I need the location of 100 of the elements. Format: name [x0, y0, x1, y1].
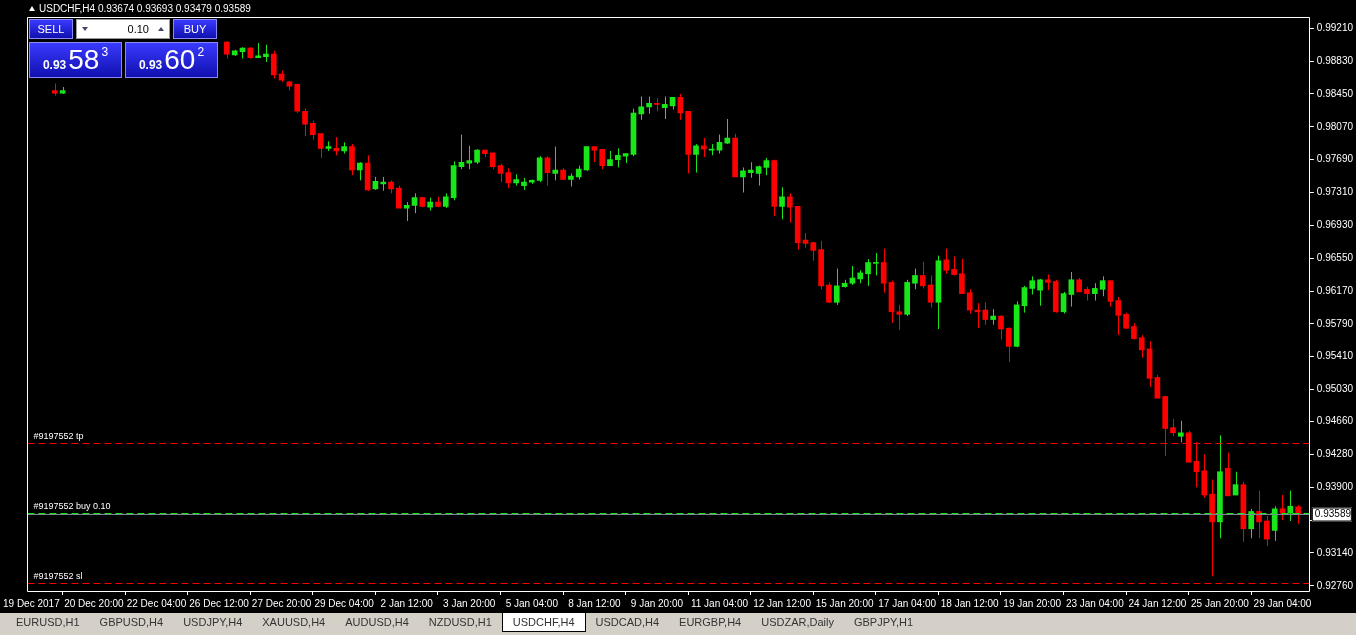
- candlestick: [865, 258, 871, 287]
- candlestick: [1256, 490, 1262, 539]
- x-tick-label: 18 Jan 12:00: [940, 597, 1000, 609]
- text: EURGBP,H4: [678, 615, 743, 630]
- x-tick-label: 19 Jan 20:00: [1003, 597, 1062, 609]
- candlestick: [333, 136, 340, 156]
- candlestick: [912, 268, 918, 290]
- candlestick: [1099, 275, 1106, 297]
- annotation: BUY: [173, 19, 217, 39]
- candlestick: [661, 96, 668, 120]
- candlestick: [466, 145, 473, 170]
- candlestick: [1068, 271, 1075, 308]
- candlestick: [1178, 420, 1184, 443]
- y-tick-label: 0.93140: [1316, 546, 1354, 558]
- x-tick-label: 27 Dec 20:00: [251, 597, 312, 609]
- ref-line-label: #9197552 buy 0.10: [33, 501, 111, 512]
- x-tick-label: 2 Jan 12:00: [380, 597, 434, 609]
- candlestick: [317, 133, 324, 159]
- annotation: 2: [197, 45, 205, 59]
- candlestick: [966, 288, 973, 315]
- ref-line-label: #9197552 sl: [33, 571, 83, 582]
- annotation: 60: [164, 44, 196, 75]
- candlestick: [638, 96, 645, 121]
- text: AUDUSD,H4: [344, 615, 410, 630]
- candlestick: [552, 146, 559, 181]
- text: XAUUSD,H4: [261, 615, 327, 630]
- x-tick-label: 17 Jan 04:00: [878, 597, 937, 609]
- text: USDJPY,H4: [182, 615, 244, 630]
- candlestick: [1060, 291, 1067, 315]
- candlestick: [403, 201, 410, 222]
- annotation: 0.10: [126, 23, 150, 35]
- x-tick-label: 25 Jan 20:00: [1191, 597, 1250, 609]
- candlestick: [1021, 285, 1028, 314]
- candlestick: [1107, 280, 1114, 308]
- x-tick-label: 24 Jan 12:00: [1128, 597, 1187, 609]
- candlestick: [880, 248, 887, 294]
- y-tick-label: 0.98830: [1316, 54, 1354, 66]
- y-tick-label: 0.94660: [1316, 415, 1354, 427]
- candlestick: [356, 161, 363, 181]
- annotation: 3: [101, 45, 109, 59]
- candlestick: [599, 148, 606, 170]
- x-tick-label: 12 Jan 12:00: [753, 597, 812, 609]
- candlestick: [959, 258, 965, 295]
- candlestick: [701, 137, 707, 158]
- ref-line-label: #9197552 tp: [33, 431, 84, 442]
- y-tick-label: 0.95030: [1316, 383, 1354, 395]
- y-tick-label: 0.96170: [1316, 284, 1354, 296]
- x-tick-label: 23 Jan 04:00: [1065, 597, 1125, 609]
- text: NZDUSD,H1: [427, 615, 493, 630]
- y-tick-label: 0.97690: [1316, 153, 1354, 165]
- candlestick: [693, 143, 699, 174]
- x-tick-label: 20 Dec 20:00: [64, 597, 125, 609]
- candlestick: [270, 50, 277, 79]
- text: GBPJPY,H1: [852, 615, 915, 630]
- candlestick: [873, 252, 879, 276]
- y-tick-label: 0.92760: [1316, 579, 1354, 591]
- x-tick-label: 3 Jan 20:00: [443, 597, 496, 609]
- candlestick: [943, 248, 950, 275]
- candlestick: [787, 192, 793, 224]
- candlestick: [302, 108, 308, 137]
- candlestick: [1029, 275, 1036, 295]
- candlestick: [849, 265, 856, 286]
- x-tick-label: 9 Jan 20:00: [630, 597, 684, 609]
- annotation: 0.93: [138, 58, 163, 72]
- candlestick: [497, 163, 504, 183]
- candlestick: [1005, 326, 1012, 363]
- candlestick: [998, 314, 1004, 340]
- annotation: 0.93: [42, 58, 67, 72]
- x-tick-label: 29 Jan 04:00: [1253, 597, 1312, 609]
- x-tick-label: 29 Dec 04:00: [314, 597, 375, 609]
- x-tick-label: 26 Dec 12:00: [189, 597, 250, 609]
- candlestick: [411, 192, 418, 214]
- y-tick-label: 0.95790: [1316, 317, 1354, 329]
- y-tick-label: 0.95410: [1316, 350, 1354, 362]
- annotation: 58: [68, 44, 100, 75]
- candlestick: [614, 147, 621, 168]
- candlestick: [1037, 278, 1043, 307]
- x-tick-label: 19 Dec 2017: [3, 597, 61, 609]
- candlestick: [740, 166, 746, 193]
- x-tick-label: 8 Jan 12:00: [568, 597, 621, 609]
- chart-title: USDCHF,H4 0.93674 0.93693 0.93479 0.93589: [39, 3, 251, 14]
- candlestick: [724, 118, 731, 145]
- text: GBPUSD,H4: [98, 615, 165, 630]
- y-tick-label: 0.99210: [1316, 21, 1354, 33]
- y-tick-label: 0.98450: [1316, 87, 1354, 99]
- y-tick-label: 0.97310: [1316, 186, 1354, 198]
- x-tick-label: 5 Jan 04:00: [505, 597, 559, 609]
- x-tick-label: 11 Jan 04:00: [690, 597, 749, 609]
- candlestick: [1264, 515, 1270, 547]
- y-tick-label: 0.94280: [1316, 448, 1354, 460]
- candlestick: [896, 304, 903, 331]
- text: EURUSD,H1: [15, 615, 81, 630]
- candlestick: [349, 143, 355, 176]
- annotation: SELL: [29, 19, 73, 39]
- x-tick-label: 22 Dec 04:00: [126, 597, 187, 609]
- candlestick: [1154, 374, 1161, 399]
- x-tick-label: 15 Jan 20:00: [815, 597, 874, 609]
- candlestick: [1138, 334, 1145, 359]
- candlestick: [833, 268, 840, 306]
- ref-line-label: 0.93589: [1314, 508, 1352, 520]
